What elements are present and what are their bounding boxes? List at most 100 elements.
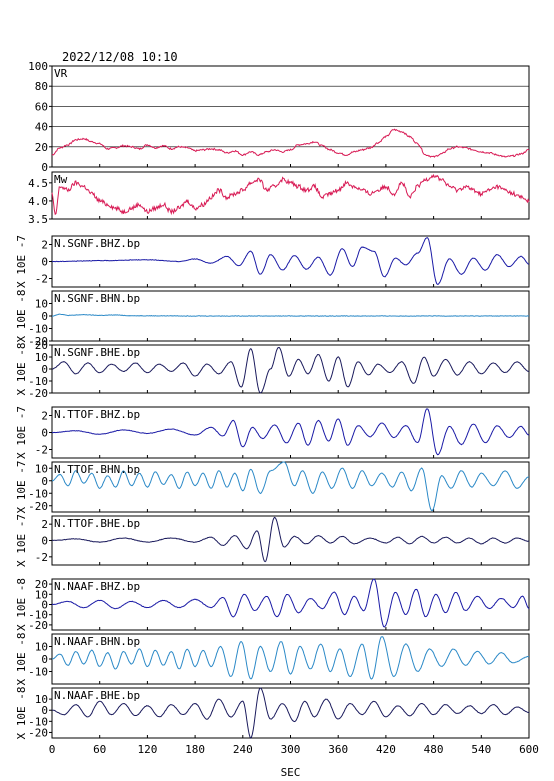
y-tick-label: 2 — [41, 239, 48, 252]
y-tick-label: 0 — [41, 363, 48, 376]
y-tick-label: 4.5 — [28, 177, 48, 190]
series-line — [51, 636, 530, 680]
y-tick-label: 0 — [41, 599, 48, 612]
series-label: N.TTOF.BHE.bp — [54, 517, 140, 530]
y-unit-label: X 10E -8 — [15, 633, 28, 686]
x-tick-label: 600 — [519, 743, 539, 756]
x-tick-label: 540 — [471, 743, 491, 756]
y-tick-label: -10 — [28, 487, 48, 500]
y-tick-label: -2 — [35, 273, 48, 286]
y-tick-label: 20 — [35, 141, 48, 154]
y-tick-label: 0 — [41, 704, 48, 717]
x-tick-label: 300 — [281, 743, 301, 756]
y-tick-label: -20 — [28, 619, 48, 632]
y-tick-label: 10 — [35, 641, 48, 654]
series-label: Mw — [54, 173, 68, 186]
y-tick-label: -10 — [28, 715, 48, 728]
series-label: N.TTOF.BHZ.bp — [54, 408, 140, 421]
y-unit-label: X 10E -8 — [15, 290, 28, 343]
y-tick-label: -10 — [28, 375, 48, 388]
panel-5: -2 0 2 N.TTOF.BHZ.bp X 10E -7 — [15, 406, 530, 459]
y-tick-label: 10 — [35, 462, 48, 475]
y-tick-label: 0 — [41, 310, 48, 323]
series-line — [51, 128, 530, 158]
y-tick-label: -2 — [35, 551, 48, 564]
series-line — [51, 313, 530, 317]
y-tick-label: 10 — [35, 298, 48, 311]
y-unit-label: X 10E -7 — [15, 406, 28, 459]
y-unit-label: X 10E -8 — [15, 578, 28, 631]
x-tick-label: 0 — [49, 743, 56, 756]
y-tick-label: 80 — [35, 80, 48, 93]
series-label: N.SGNF.BHZ.bp — [54, 237, 140, 250]
y-tick-label: 2 — [41, 518, 48, 531]
series-line — [51, 236, 530, 285]
panel-7: -2 0 2 N.TTOF.BHE.bp X 10E -7 — [15, 514, 530, 567]
y-tick-label: 20 — [35, 339, 48, 352]
y-unit-label: X 10E -7 — [15, 514, 28, 567]
x-tick-label: 480 — [424, 743, 444, 756]
y-unit-label: X 10E -8 — [15, 343, 28, 396]
y-tick-label: 10 — [35, 693, 48, 706]
x-axis-title: SEC — [281, 766, 301, 779]
y-tick-label: -20 — [28, 726, 48, 739]
series-line — [51, 408, 530, 456]
panel-2: -2 0 2 N.SGNF.BHZ.bp X 10E -7 — [15, 235, 530, 288]
y-tick-label: 0 — [41, 535, 48, 548]
panel-0: 0 20 40 60 80 100 VR — [28, 60, 530, 174]
y-unit-label: X 10E -7 — [15, 461, 28, 514]
x-tick-label: 60 — [93, 743, 106, 756]
y-tick-label: 40 — [35, 121, 48, 134]
x-tick-label: 180 — [185, 743, 205, 756]
y-tick-label: 0 — [41, 256, 48, 269]
series-line — [51, 173, 530, 216]
y-tick-label: 0 — [41, 475, 48, 488]
series-label: N.NAAF.BHZ.bp — [54, 580, 140, 593]
x-tick-label: 420 — [376, 743, 396, 756]
y-tick-label: 0 — [41, 653, 48, 666]
y-tick-label: -20 — [28, 500, 48, 513]
x-tick-label: 360 — [328, 743, 348, 756]
y-tick-label: 60 — [35, 100, 48, 113]
series-label: VR — [54, 67, 68, 80]
series-label: N.NAAF.BHN.bp — [54, 635, 140, 648]
y-tick-label: -10 — [28, 666, 48, 679]
series-line — [51, 461, 530, 512]
series-line — [51, 346, 529, 394]
series-label: N.NAAF.BHE.bp — [54, 689, 140, 702]
panel-frame — [51, 65, 530, 168]
y-tick-label: 100 — [28, 60, 48, 73]
y-unit-label: X 10E -7 — [15, 235, 28, 288]
y-tick-label: -2 — [35, 444, 48, 457]
y-tick-label: 20 — [35, 578, 48, 591]
series-label: N.TTOF.BHN.bp — [54, 463, 140, 476]
y-tick-label: -20 — [28, 387, 48, 400]
y-tick-label: 10 — [35, 588, 48, 601]
y-tick-label: -10 — [28, 609, 48, 622]
y-tick-label: -10 — [28, 323, 48, 336]
y-tick-label: 3.5 — [28, 213, 48, 226]
y-tick-label: 0 — [41, 161, 48, 174]
y-tick-label: 2 — [41, 410, 48, 423]
y-unit-label: X 10E -8 — [15, 687, 28, 740]
x-tick-label: 120 — [137, 743, 157, 756]
series-line — [51, 578, 530, 628]
timestamp: 2022/12/08 10:10 — [62, 50, 178, 64]
y-tick-label: 0 — [41, 427, 48, 440]
series-line — [51, 687, 530, 739]
x-tick-label: 240 — [233, 743, 253, 756]
series-line — [51, 516, 530, 563]
y-tick-label: 4.0 — [28, 195, 48, 208]
panel-1: 3.5 4.0 4.5 Mw — [28, 171, 530, 226]
series-label: N.SGNF.BHN.bp — [54, 292, 140, 305]
series-label: N.SGNF.BHE.bp — [54, 346, 140, 359]
y-tick-label: -20 — [28, 335, 48, 348]
y-tick-label: 10 — [35, 351, 48, 364]
